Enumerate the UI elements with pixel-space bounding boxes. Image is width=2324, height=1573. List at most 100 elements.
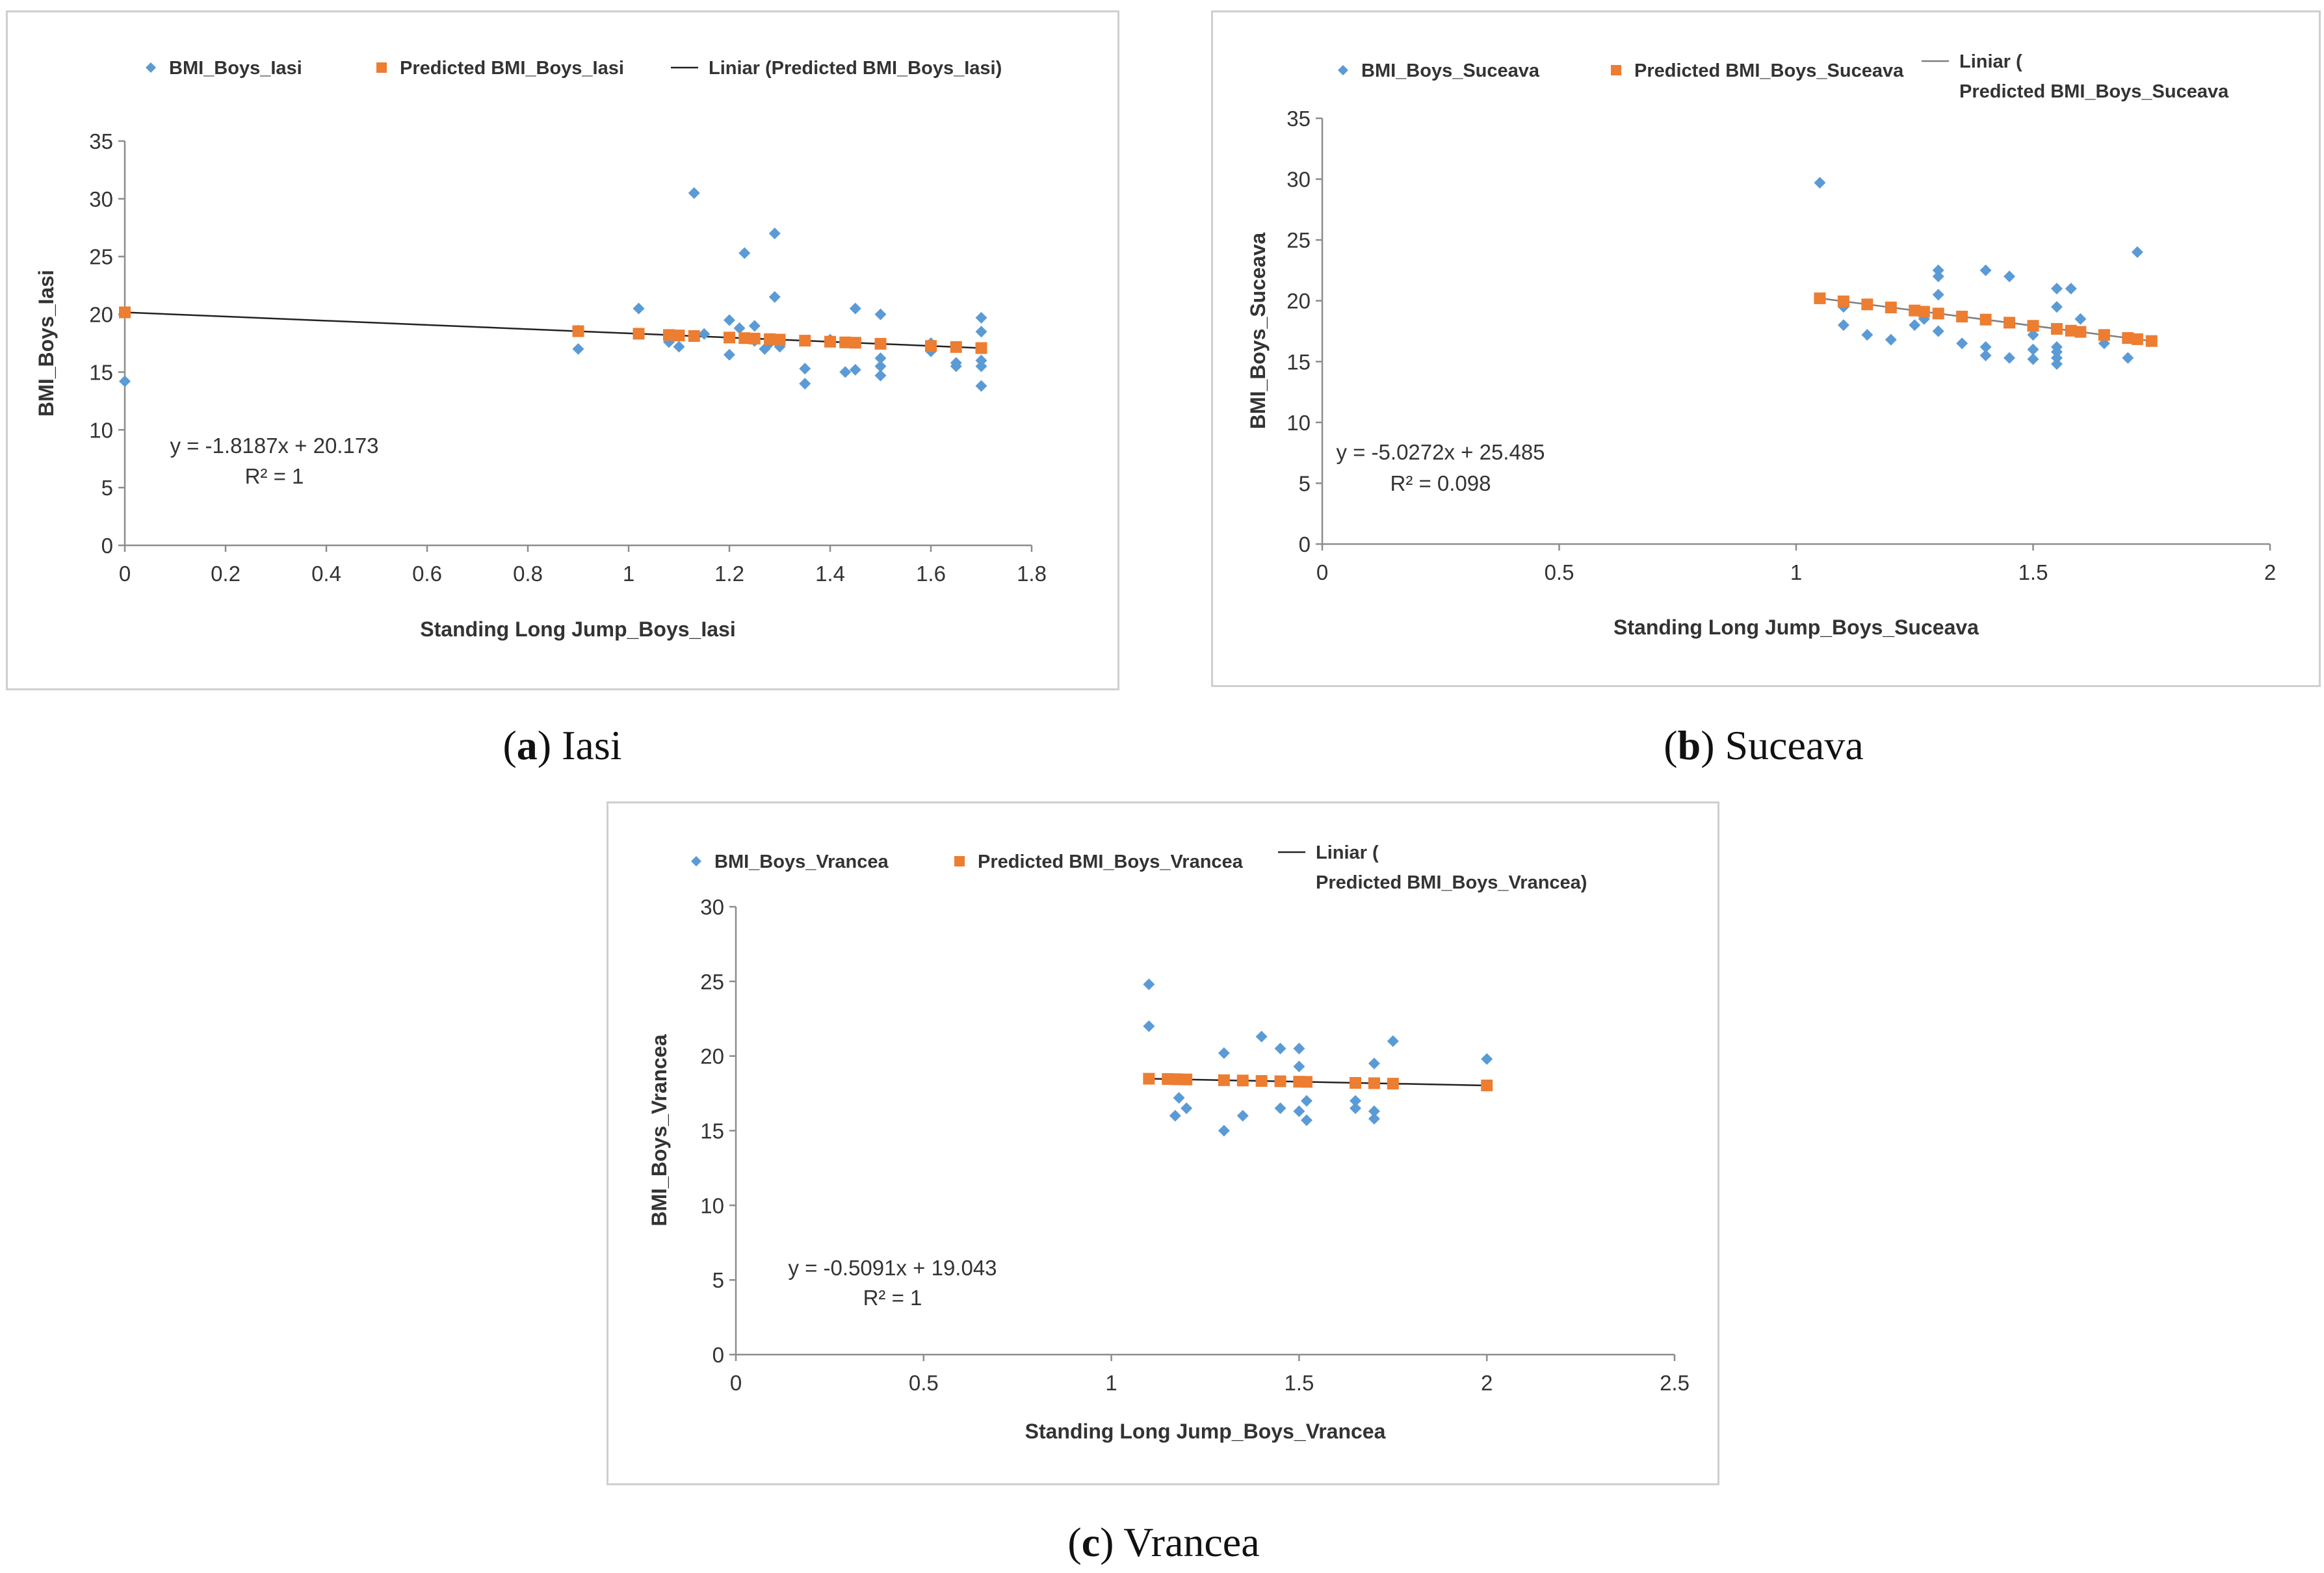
observed-series xyxy=(1143,978,1493,1137)
y-axis-title: BMI_Boys_Suceava xyxy=(1246,233,1270,430)
data-point-diamond xyxy=(688,187,700,199)
x-tick-label: 0.2 xyxy=(211,562,241,586)
data-point-diamond xyxy=(738,247,751,259)
data-point-square xyxy=(2050,322,2063,335)
y-tick-label: 5 xyxy=(101,476,113,500)
y-tick-label: 20 xyxy=(1286,289,1311,313)
data-point-square xyxy=(925,340,937,352)
x-tick-label: 1 xyxy=(623,562,634,586)
data-point-diamond xyxy=(2027,343,2039,356)
data-point-diamond xyxy=(2027,353,2039,365)
legend-item: Liniar (Predicted BMI_Boys_Iasi) xyxy=(671,58,1002,79)
data-point-diamond xyxy=(1255,1030,1268,1043)
caption-text: Suceava xyxy=(1725,722,1864,768)
data-point-square xyxy=(774,333,786,346)
y-tick-label: 25 xyxy=(1286,228,1311,252)
data-point-square xyxy=(975,342,987,354)
x-tick-label: 0 xyxy=(730,1371,742,1395)
trend-line xyxy=(1149,1078,1487,1087)
x-tick-label: 0 xyxy=(119,562,131,586)
data-point-diamond xyxy=(1169,1110,1181,1122)
data-point-diamond xyxy=(849,363,861,376)
observed-series xyxy=(119,187,987,392)
caption-text: Iasi xyxy=(562,722,622,768)
x-axis-title: Standing Long Jump_Boys_Vrancea xyxy=(1025,1420,1386,1443)
data-point-diamond xyxy=(2050,352,2063,364)
caption-letter: a xyxy=(516,722,538,768)
data-point-square xyxy=(1236,1074,1249,1087)
x-tick-label: 0 xyxy=(1316,560,1328,584)
data-point-diamond xyxy=(2050,358,2063,370)
data-point-square xyxy=(2004,317,2016,329)
data-point-diamond xyxy=(2065,283,2077,294)
data-point-diamond xyxy=(849,302,861,315)
legend-label: BMI_Boys_Suceava xyxy=(1361,60,1540,81)
y-tick-label: 30 xyxy=(89,187,113,211)
data-point-square xyxy=(2131,333,2143,345)
x-tick-label: 1.8 xyxy=(1017,562,1047,586)
data-point-square xyxy=(119,306,131,318)
data-point-square xyxy=(1350,1077,1362,1089)
data-point-diamond xyxy=(799,363,811,375)
data-point-square xyxy=(1300,1076,1312,1088)
data-point-square xyxy=(724,332,735,344)
legend-label: Predicted BMI_Boys_Iasi xyxy=(400,58,624,79)
data-point-square xyxy=(1143,1072,1155,1085)
data-point-square xyxy=(950,341,962,353)
y-tick-label: 0 xyxy=(712,1343,724,1367)
x-tick-label: 1.4 xyxy=(815,562,845,586)
data-point-diamond xyxy=(1300,1095,1312,1107)
x-tick-label: 1 xyxy=(1105,1371,1117,1395)
legend-label: Liniar (Predicted BMI_Boys_Suceava xyxy=(1959,51,2229,102)
x-tick-label: 0.6 xyxy=(412,562,442,586)
data-point-square xyxy=(2098,329,2110,341)
data-point-diamond xyxy=(1861,329,1874,341)
chart-svg-suceava: 0 5 10 15 20 25 30 35 0 0.5 1 1.5 2 Standing Long Jum… xyxy=(1246,51,2276,639)
legend-item: Liniar (Predicted BMI_Boys_Vrancea) xyxy=(1278,842,1587,893)
data-point-diamond xyxy=(633,302,645,315)
data-point-diamond xyxy=(1368,1105,1380,1117)
legend-label: Predicted BMI_Boys_Suceava xyxy=(1634,60,1904,81)
data-point-diamond xyxy=(975,311,987,324)
caption-letter: b xyxy=(1677,722,1701,768)
caption-text: Vrancea xyxy=(1123,1519,1260,1565)
data-point-diamond xyxy=(119,375,131,387)
data-point-diamond xyxy=(724,348,735,361)
data-point-diamond xyxy=(1350,1095,1362,1107)
data-point-diamond xyxy=(1368,1113,1380,1125)
data-point-square xyxy=(1837,295,1849,307)
legend-item: BMI_Boys_Suceava xyxy=(1338,60,1540,81)
chart-panel-iasi: 0 5 10 15 20 25 30 35 0 0.2 0.4 0.6 0.8 1 1.2 1.4 1.6 1.8… xyxy=(6,10,1119,690)
x-axis-title: Standing Long Jump_Boys_Iasi xyxy=(420,618,735,641)
data-point-diamond xyxy=(2050,283,2063,294)
data-point-square xyxy=(688,330,700,342)
data-point-diamond xyxy=(1814,177,1826,189)
x-tick-label: 2 xyxy=(1481,1371,1493,1395)
y-tick-label: 5 xyxy=(1299,471,1311,495)
y-tick-label: 15 xyxy=(700,1119,724,1143)
caption-letter: c xyxy=(1081,1519,1101,1565)
y-axis-title: BMI_Boys_Iasi xyxy=(34,270,58,417)
data-point-diamond xyxy=(2004,352,2016,364)
predicted-series xyxy=(1814,292,2158,347)
data-point-square xyxy=(1218,1074,1230,1086)
data-point-square xyxy=(839,336,852,348)
data-point-square xyxy=(874,337,887,350)
r-squared-label: R² = 1 xyxy=(245,464,304,488)
data-point-diamond xyxy=(1143,1020,1155,1032)
data-point-diamond xyxy=(1909,319,1921,332)
data-point-diamond xyxy=(1885,333,1897,346)
x-tick-label: 1.6 xyxy=(916,562,946,586)
data-point-diamond xyxy=(1932,325,1944,337)
data-point-diamond xyxy=(1293,1105,1305,1117)
data-point-square xyxy=(799,335,811,347)
caption-vrancea: (c) Vrancea xyxy=(1067,1519,1260,1565)
data-point-diamond xyxy=(1932,264,1944,276)
chart-panel-vrancea: 0 5 10 15 20 25 30 0 0.5 1 1.5 2 2.5 Standing Long Ju… xyxy=(607,801,1719,1485)
x-tick-label: 0.5 xyxy=(909,1371,939,1395)
data-point-square xyxy=(1979,313,1992,326)
data-point-square xyxy=(1861,298,1874,311)
legend-label: BMI_Boys_Vrancea xyxy=(714,852,889,872)
data-point-square xyxy=(633,328,645,340)
observed-series xyxy=(1814,177,2143,370)
